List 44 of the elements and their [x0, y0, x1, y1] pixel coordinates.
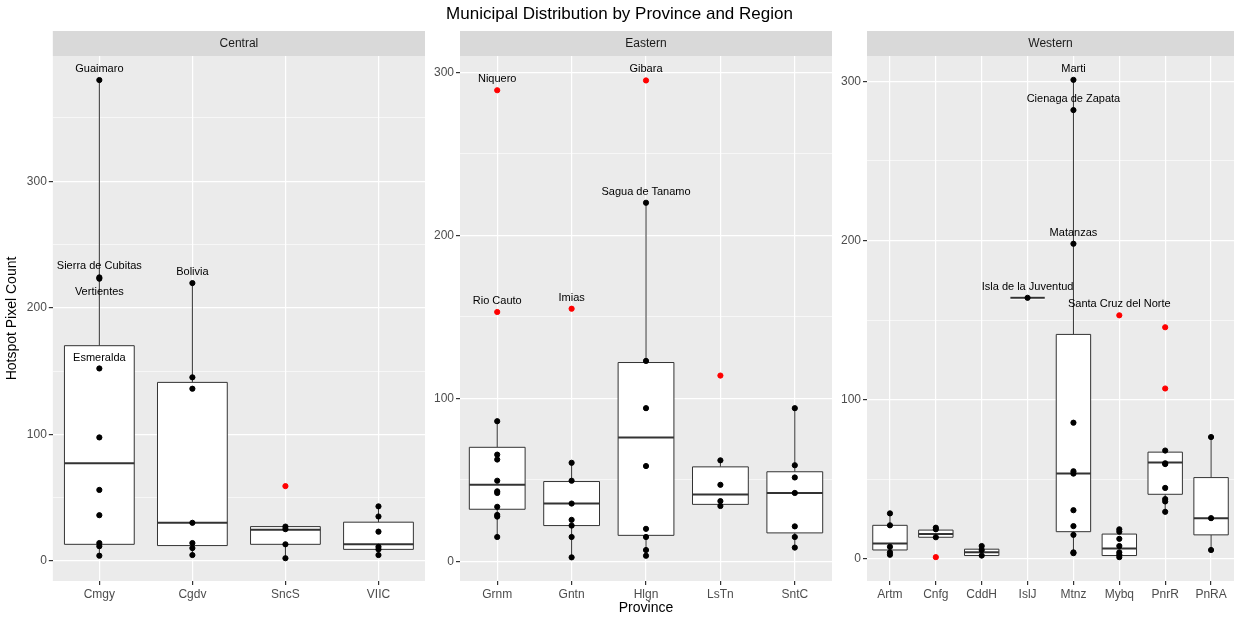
x-tick-label: Cnfg	[923, 586, 949, 601]
x-tick-label: Gntn	[558, 586, 585, 601]
annotation: Bolivia	[176, 265, 210, 278]
annotation: Guaimaro	[75, 62, 124, 75]
x-tick-label: Hlgn	[633, 586, 659, 601]
annotation: Gibara	[629, 62, 664, 75]
chart-subtitle: Central	[219, 35, 259, 50]
x-tick-label: Mtnz	[1060, 586, 1087, 601]
annotation: Niquero	[477, 72, 517, 85]
annotation: Marti	[1061, 61, 1086, 74]
chart-subtitle: Western	[1028, 35, 1073, 50]
x-tick-label: Cgdv	[178, 586, 207, 601]
y-tick-label: 0	[854, 551, 862, 566]
y-tick-label: 200	[26, 300, 48, 315]
y-tick-label: 0	[40, 553, 48, 568]
y-tick-label: 200	[433, 227, 455, 242]
x-tick-label: Mybq	[1104, 586, 1134, 601]
chart-title: Municipal Distribution by Province and Region	[445, 4, 794, 24]
y-tick-label: 100	[26, 426, 48, 441]
y-tick-label: 0	[447, 553, 455, 568]
x-tick-label: VIIC	[366, 586, 391, 601]
chart-subtitle: Eastern	[625, 35, 667, 50]
y-tick-label: 100	[433, 390, 455, 405]
annotation: Sagua de Tanamo	[601, 184, 691, 197]
y-tick-label: 300	[840, 73, 862, 88]
x-tick-label: Artm	[877, 586, 903, 601]
x-tick-label: CddH	[966, 586, 998, 601]
annotation: Isla de la Juventud	[981, 279, 1074, 292]
annotation: Rio Cauto	[472, 294, 522, 307]
x-tick-label: LsTn	[707, 586, 734, 601]
x-tick-label: SntC	[781, 586, 809, 601]
x-tick-label: PnrR	[1151, 586, 1180, 601]
y-axis-title: Hotspot Pixel Count	[3, 256, 20, 381]
x-tick-label: SncS	[271, 586, 300, 601]
x-tick-label: Cmgy	[83, 586, 116, 601]
annotation: Esmeralda	[73, 350, 127, 363]
x-tick-label: IslJ	[1018, 586, 1037, 601]
y-tick-label: 300	[26, 173, 48, 188]
y-tick-label: 300	[433, 64, 455, 79]
y-tick-label: 100	[840, 391, 862, 406]
x-tick-label: PnRA	[1195, 586, 1227, 601]
x-tick-label: Grnm	[482, 586, 513, 601]
y-tick-label: 200	[840, 232, 862, 247]
annotation: Imias	[558, 290, 586, 303]
